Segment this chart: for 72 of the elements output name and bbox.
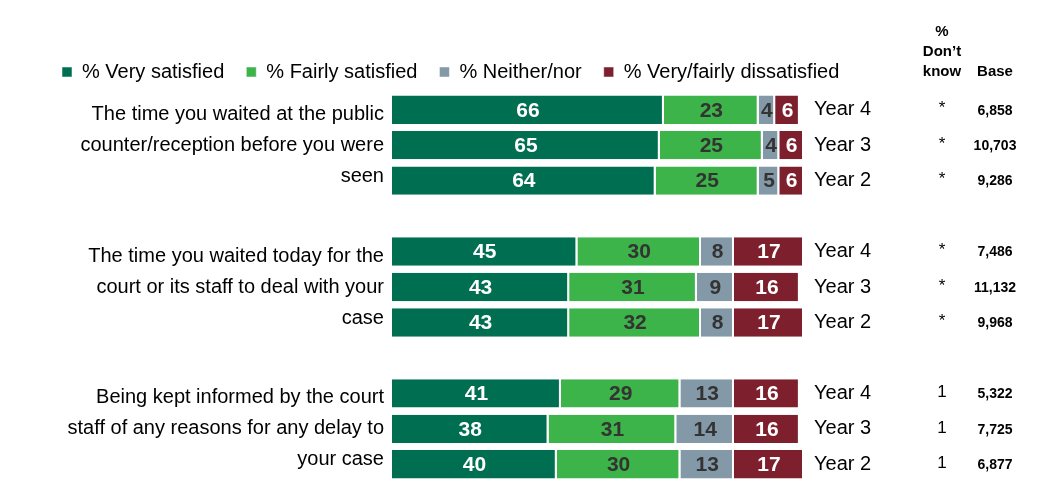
data-label: 23 bbox=[699, 97, 723, 121]
text: * bbox=[938, 133, 946, 153]
text: 6,877 bbox=[977, 456, 1013, 473]
text: 7,486 bbox=[977, 243, 1013, 260]
data-label: 30 bbox=[627, 239, 651, 263]
data-label: 29 bbox=[608, 381, 633, 405]
text: Being kept informed by the court staff of any reasons for any delay to your case bbox=[67, 385, 385, 470]
data-label: 4 bbox=[761, 97, 774, 121]
text: The time you waited today for the court or its staff to deal with your case bbox=[88, 243, 385, 328]
text: * bbox=[938, 311, 946, 331]
text: Base bbox=[977, 61, 1013, 79]
text: 10,703 bbox=[973, 137, 1017, 154]
data-label: 41 bbox=[464, 381, 489, 405]
text: 7,725 bbox=[977, 420, 1013, 437]
legend-label: % Fairly satisfied bbox=[266, 59, 418, 82]
text: 1 bbox=[937, 382, 947, 402]
text: 11,132 bbox=[973, 278, 1017, 295]
text: 6,858 bbox=[977, 101, 1013, 118]
data-label: 8 bbox=[711, 239, 724, 263]
data-label: 25 bbox=[695, 168, 720, 192]
data-label: 6 bbox=[781, 97, 794, 121]
data-label: 45 bbox=[473, 239, 497, 263]
text: 5,322 bbox=[977, 385, 1013, 402]
data-label: 14 bbox=[693, 416, 718, 440]
data-label: 43 bbox=[468, 274, 493, 298]
data-label: 32 bbox=[623, 310, 647, 334]
data-label: 25 bbox=[699, 132, 724, 156]
y-tick-label: Year 3 bbox=[814, 274, 872, 297]
data-label: 4 bbox=[765, 132, 778, 156]
text: 9,968 bbox=[977, 314, 1013, 331]
y-tick-label: Year 4 bbox=[814, 380, 872, 403]
text: 9,286 bbox=[977, 172, 1013, 189]
data-label: 8 bbox=[711, 310, 724, 334]
data-label: 16 bbox=[755, 381, 779, 405]
data-label: 6 bbox=[785, 168, 798, 192]
text: * bbox=[938, 240, 946, 260]
y-tick-label: Year 2 bbox=[814, 168, 872, 191]
legend-label: % Neither/nor bbox=[459, 59, 583, 82]
text: 1 bbox=[937, 417, 947, 437]
data-label: 43 bbox=[468, 310, 493, 334]
y-tick-label: Year 2 bbox=[814, 451, 872, 474]
text: * bbox=[938, 98, 946, 118]
data-label: 31 bbox=[621, 274, 646, 298]
y-tick-label: Year 4 bbox=[814, 97, 872, 120]
data-label: 13 bbox=[695, 452, 719, 476]
data-label: 31 bbox=[600, 416, 625, 440]
data-label: 13 bbox=[695, 381, 719, 405]
y-tick-label: Year 2 bbox=[814, 309, 872, 332]
data-label: 66 bbox=[516, 97, 540, 121]
data-label: 9 bbox=[709, 274, 722, 298]
data-label: 38 bbox=[458, 416, 483, 440]
data-label: 64 bbox=[512, 168, 536, 192]
y-tick-label: Year 4 bbox=[814, 239, 872, 262]
text: The time you waited at the public counter/reception before you were seen bbox=[80, 101, 384, 186]
text: * bbox=[938, 275, 946, 295]
data-label: 30 bbox=[606, 452, 631, 476]
text: % Don’t know bbox=[922, 21, 962, 79]
data-label: 65 bbox=[514, 132, 538, 156]
data-label: 17 bbox=[757, 239, 781, 263]
text: 1 bbox=[937, 452, 947, 472]
data-label: 6 bbox=[785, 132, 798, 156]
data-label: 16 bbox=[755, 416, 779, 440]
data-label: 40 bbox=[462, 452, 487, 476]
legend-label: % Very satisfied bbox=[82, 59, 225, 82]
data-label: 5 bbox=[763, 168, 776, 192]
legend-label: % Very/fairly dissatisfied bbox=[623, 59, 840, 82]
data-label: 17 bbox=[757, 452, 781, 476]
data-label: 17 bbox=[757, 310, 781, 334]
y-tick-label: Year 3 bbox=[814, 416, 872, 439]
y-tick-label: Year 3 bbox=[814, 132, 872, 155]
text: * bbox=[938, 169, 946, 189]
data-label: 16 bbox=[755, 274, 779, 298]
